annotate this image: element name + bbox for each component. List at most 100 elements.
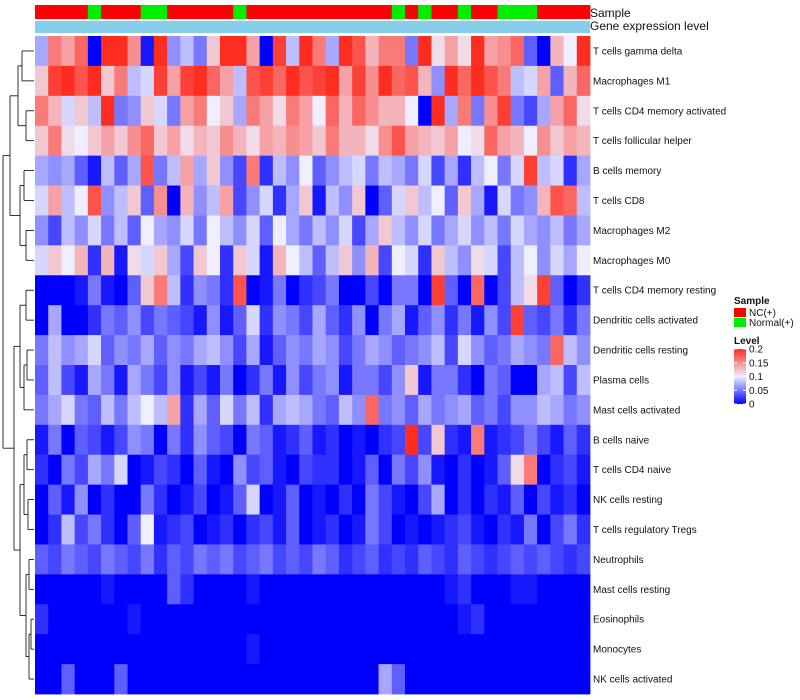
heatmap-cell — [550, 155, 564, 186]
heatmap-cell — [537, 604, 551, 635]
heatmap-cell — [206, 65, 221, 97]
heatmap-cell — [153, 125, 168, 157]
heatmap-cell — [272, 664, 287, 695]
heatmap-cell — [193, 275, 208, 306]
legend-item-label: Normal(+) — [749, 318, 794, 329]
heatmap-cell — [114, 424, 128, 456]
heatmap-cell — [286, 514, 300, 545]
heatmap-cell — [48, 245, 62, 276]
heatmap-cell — [233, 514, 247, 545]
heatmap-cell — [286, 454, 300, 486]
heatmap-cell — [272, 634, 287, 665]
heatmap-cell — [405, 65, 419, 97]
heatmap-cell — [114, 514, 128, 545]
heatmap-cell — [510, 484, 525, 515]
heatmap-cell — [378, 664, 393, 695]
sample-annotation-cell — [510, 5, 525, 19]
heatmap-cell — [180, 365, 194, 396]
heatmap-cell — [576, 125, 591, 157]
heatmap-cell — [405, 335, 419, 366]
heatmap-cell — [272, 544, 287, 575]
expression-annotation-label: Gene expression level — [590, 19, 709, 33]
heatmap-cell — [325, 305, 340, 336]
heatmap-cell — [167, 275, 181, 306]
heatmap-cell — [444, 245, 459, 276]
heatmap-cell — [537, 215, 551, 246]
heatmap-cell — [550, 305, 564, 336]
heatmap-cell — [523, 514, 538, 545]
heatmap-cell — [471, 424, 485, 456]
heatmap-cell — [325, 65, 340, 97]
heatmap-cell — [563, 95, 578, 127]
heatmap-cell — [180, 424, 194, 456]
heatmap-cell — [338, 365, 353, 396]
heatmap-cell — [537, 305, 551, 336]
heatmap-cell — [510, 95, 525, 127]
sample-annotation-cell — [325, 5, 340, 19]
heatmap-cell — [74, 335, 89, 366]
heatmap-cell — [220, 424, 234, 456]
heatmap-cell — [338, 424, 353, 456]
heatmap-cell — [206, 305, 221, 336]
heatmap-cell — [259, 245, 274, 276]
sample-annotation-cell — [550, 5, 564, 19]
heatmap-cell — [35, 544, 49, 575]
heatmap-cell — [272, 65, 287, 97]
heatmap-cell — [563, 634, 578, 665]
heatmap-cell — [576, 484, 591, 515]
heatmap-cell — [378, 454, 393, 486]
heatmap-cell — [431, 454, 446, 486]
heatmap-cell — [114, 365, 128, 396]
heatmap-cell — [497, 245, 512, 276]
heatmap-cell — [471, 544, 485, 575]
heatmap-cell — [167, 604, 181, 635]
heatmap-cell — [576, 514, 591, 545]
heatmap-cell — [286, 305, 300, 336]
heatmap-cell — [127, 275, 142, 306]
heatmap-cell — [220, 215, 234, 246]
heatmap-cell — [378, 544, 393, 575]
heatmap-cell — [510, 155, 525, 186]
heatmap-cell — [418, 604, 432, 635]
heatmap-cell — [312, 155, 327, 186]
heatmap-cell — [325, 95, 340, 127]
heatmap-cell — [325, 245, 340, 276]
row-label: Plasma cells — [593, 375, 649, 386]
heatmap-cell — [101, 394, 115, 426]
heatmap-cell — [114, 65, 128, 97]
heatmap-cell — [299, 245, 313, 276]
heatmap-cell — [114, 604, 128, 635]
heatmap-cell — [523, 36, 538, 67]
heatmap-cell — [153, 95, 168, 127]
heatmap-cell — [233, 365, 247, 396]
heatmap-cell — [74, 275, 89, 306]
heatmap-cell — [299, 215, 313, 246]
heatmap-cell — [35, 155, 49, 186]
heatmap-cell — [418, 36, 432, 67]
heatmap-cell — [523, 215, 538, 246]
heatmap-cell — [233, 484, 247, 515]
heatmap-cell — [101, 544, 115, 575]
heatmap-cell — [497, 634, 512, 665]
heatmap-cell — [272, 454, 287, 486]
heatmap-cell — [74, 215, 89, 246]
legend-swatch — [734, 308, 746, 317]
heatmap-cell — [444, 215, 459, 246]
heatmap-cell — [114, 36, 128, 67]
heatmap-cell — [140, 365, 155, 396]
heatmap-cell — [431, 155, 446, 186]
heatmap-cell — [180, 335, 194, 366]
heatmap-cell — [61, 335, 76, 366]
heatmap-cell — [206, 275, 221, 306]
heatmap-cell — [563, 215, 578, 246]
heatmap-cell — [338, 36, 353, 67]
heatmap-cell — [431, 215, 446, 246]
heatmap-cell — [193, 544, 208, 575]
heatmap-cell — [338, 484, 353, 515]
heatmap-cell — [352, 95, 366, 127]
heatmap-cell — [114, 245, 128, 276]
heatmap-cell — [550, 245, 564, 276]
heatmap-cell — [87, 604, 102, 635]
heatmap-cell — [497, 454, 512, 486]
heatmap-cell — [457, 664, 472, 695]
